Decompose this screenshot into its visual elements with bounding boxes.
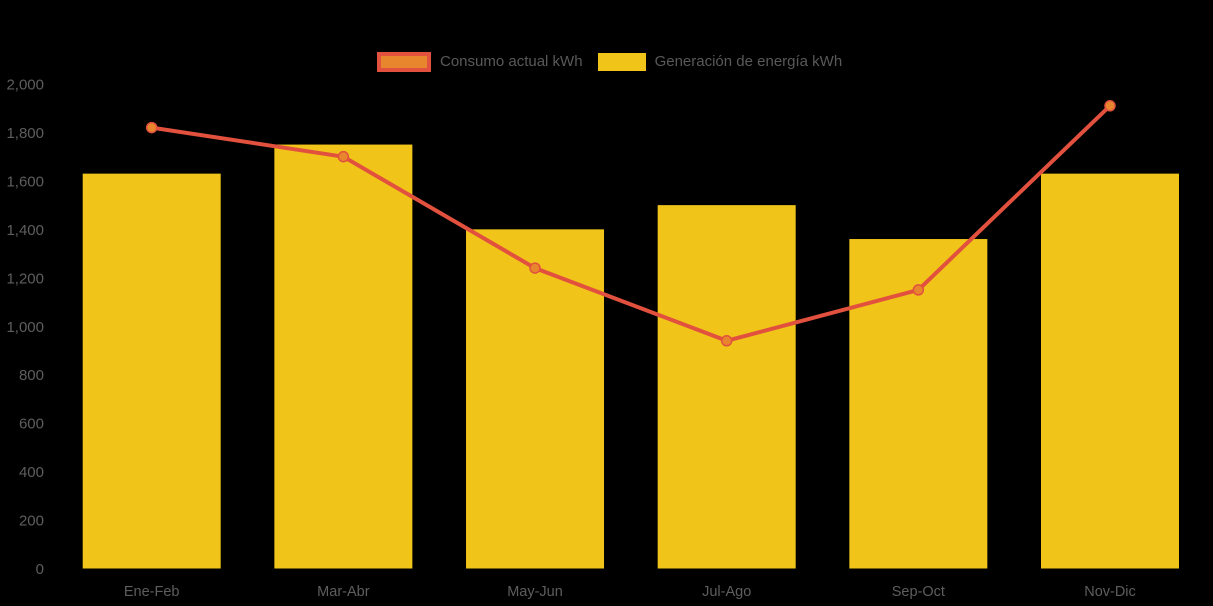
y-axis-tick-label: 1,400: [6, 222, 44, 239]
bar-generacion: [82, 173, 221, 569]
generacion-legend-swatch: [597, 53, 646, 71]
bar-generacion: [466, 229, 605, 569]
consumo-marker: [1104, 100, 1116, 112]
consumo-marker: [145, 121, 158, 134]
chart-legend: Consumo actual kWh Generación de energía…: [377, 52, 842, 72]
y-axis-tick-label: 600: [19, 416, 44, 433]
x-axis-label: Sep-Oct: [892, 584, 945, 600]
y-axis-tick-label: 400: [19, 464, 44, 481]
y-axis-tick-label: 1,600: [6, 173, 44, 190]
consumo-marker: [912, 284, 925, 296]
consumo-marker: [720, 335, 733, 347]
y-axis-tick-label: 1,000: [6, 319, 44, 336]
legend-item-consumo[interactable]: Consumo actual kWh: [377, 52, 583, 72]
x-axis-label: May-Jun: [507, 584, 563, 600]
bar-generacion: [1041, 173, 1179, 569]
legend-item-generacion[interactable]: Generación de energía kWh: [597, 52, 843, 72]
generacion-legend-label: Generación de energía kWh: [654, 53, 843, 70]
consumo-marker: [337, 150, 350, 163]
y-axis-tick-label: 2,000: [6, 77, 44, 94]
consumo-legend-label: Consumo actual kWh: [440, 53, 583, 70]
y-axis-tick-label: 1,200: [6, 270, 44, 287]
consumo-line: [149, 103, 1112, 343]
bar-generacion: [274, 144, 413, 569]
y-axis-tick-label: 200: [19, 513, 44, 530]
bar-generacion: [657, 205, 796, 569]
x-axis-label: Jul-Ago: [702, 584, 751, 600]
y-axis-tick-label: 0: [36, 561, 44, 578]
y-axis-tick-label: 800: [19, 367, 44, 384]
consumo-legend-swatch: [377, 52, 431, 72]
y-axis-tick-label: 1,800: [6, 125, 44, 142]
x-axis-label: Ene-Feb: [124, 584, 180, 600]
consumo-marker: [529, 262, 541, 274]
x-axis-label: Nov-Dic: [1084, 584, 1136, 600]
x-axis-label: Mar-Abr: [317, 584, 370, 600]
